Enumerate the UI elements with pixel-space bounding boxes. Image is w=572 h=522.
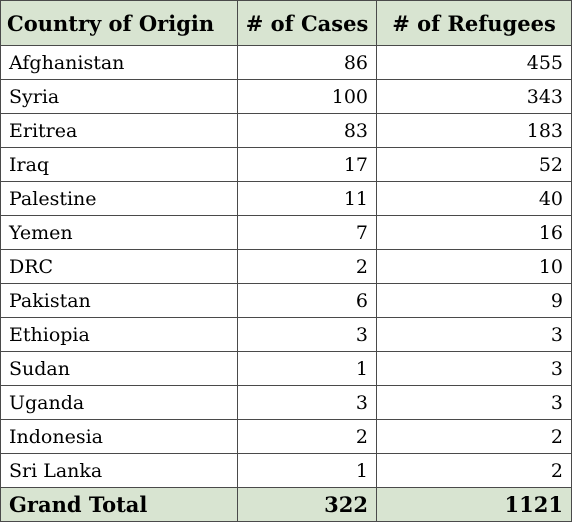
- table-row: Yemen 7 16: [0, 215, 572, 250]
- header-number-of-refugees: # of Refugees: [376, 0, 572, 46]
- refugees-cell: 343: [376, 79, 572, 114]
- country-cell: Indonesia: [0, 419, 238, 454]
- grand-total-cases: 322: [237, 487, 377, 522]
- country-cell: Ethiopia: [0, 317, 238, 352]
- table-row: Uganda 3 3: [0, 385, 572, 420]
- table-row: Afghanistan 86 455: [0, 45, 572, 80]
- table-header: Country of Origin # of Cases # of Refuge…: [0, 0, 572, 46]
- grand-total-row: Grand Total 322 1121: [0, 487, 572, 522]
- table-row: Sri Lanka 1 2: [0, 453, 572, 488]
- table-row: Palestine 11 40: [0, 181, 572, 216]
- refugees-cell: 3: [376, 385, 572, 420]
- cases-cell: 86: [237, 45, 377, 80]
- country-cell: Palestine: [0, 181, 238, 216]
- cases-cell: 1: [237, 351, 377, 386]
- refugees-cell: 183: [376, 113, 572, 148]
- refugees-cell: 3: [376, 351, 572, 386]
- header-row: Country of Origin # of Cases # of Refuge…: [0, 0, 572, 46]
- cases-cell: 7: [237, 215, 377, 250]
- refugees-cell: 16: [376, 215, 572, 250]
- cases-cell: 2: [237, 249, 377, 284]
- refugees-cell: 3: [376, 317, 572, 352]
- country-cell: Yemen: [0, 215, 238, 250]
- cases-cell: 2: [237, 419, 377, 454]
- table-row: DRC 2 10: [0, 249, 572, 284]
- table-row: Iraq 17 52: [0, 147, 572, 182]
- table-row: Syria 100 343: [0, 79, 572, 114]
- refugees-cell: 2: [376, 419, 572, 454]
- grand-total-label: Grand Total: [0, 487, 238, 522]
- header-number-of-cases: # of Cases: [237, 0, 377, 46]
- refugees-cell: 10: [376, 249, 572, 284]
- table-row: Eritrea 83 183: [0, 113, 572, 148]
- cases-cell: 83: [237, 113, 377, 148]
- header-country-of-origin: Country of Origin: [0, 0, 238, 46]
- country-cell: Pakistan: [0, 283, 238, 318]
- cases-cell: 1: [237, 453, 377, 488]
- country-cell: Sudan: [0, 351, 238, 386]
- cases-cell: 17: [237, 147, 377, 182]
- cases-cell: 6: [237, 283, 377, 318]
- table-row: Pakistan 6 9: [0, 283, 572, 318]
- grand-total-refugees: 1121: [376, 487, 572, 522]
- table-row: Ethiopia 3 3: [0, 317, 572, 352]
- cases-cell: 11: [237, 181, 377, 216]
- refugees-cell: 40: [376, 181, 572, 216]
- refugees-cell: 2: [376, 453, 572, 488]
- cases-cell: 100: [237, 79, 377, 114]
- country-cell: DRC: [0, 249, 238, 284]
- country-cell: Afghanistan: [0, 45, 238, 80]
- cases-cell: 3: [237, 317, 377, 352]
- country-cell: Uganda: [0, 385, 238, 420]
- country-cell: Sri Lanka: [0, 453, 238, 488]
- table-body: Afghanistan 86 455 Syria 100 343 Eritrea 83 183 I…: [0, 45, 572, 488]
- refugees-cell: 9: [376, 283, 572, 318]
- table-row: Sudan 1 3: [0, 351, 572, 386]
- country-cell: Iraq: [0, 147, 238, 182]
- cases-cell: 3: [237, 385, 377, 420]
- country-cell: Eritrea: [0, 113, 238, 148]
- country-cell: Syria: [0, 79, 238, 114]
- table-row: Indonesia 2 2: [0, 419, 572, 454]
- refugees-cell: 455: [376, 45, 572, 80]
- table-footer: Grand Total 322 1121: [0, 487, 572, 522]
- refugees-cell: 52: [376, 147, 572, 182]
